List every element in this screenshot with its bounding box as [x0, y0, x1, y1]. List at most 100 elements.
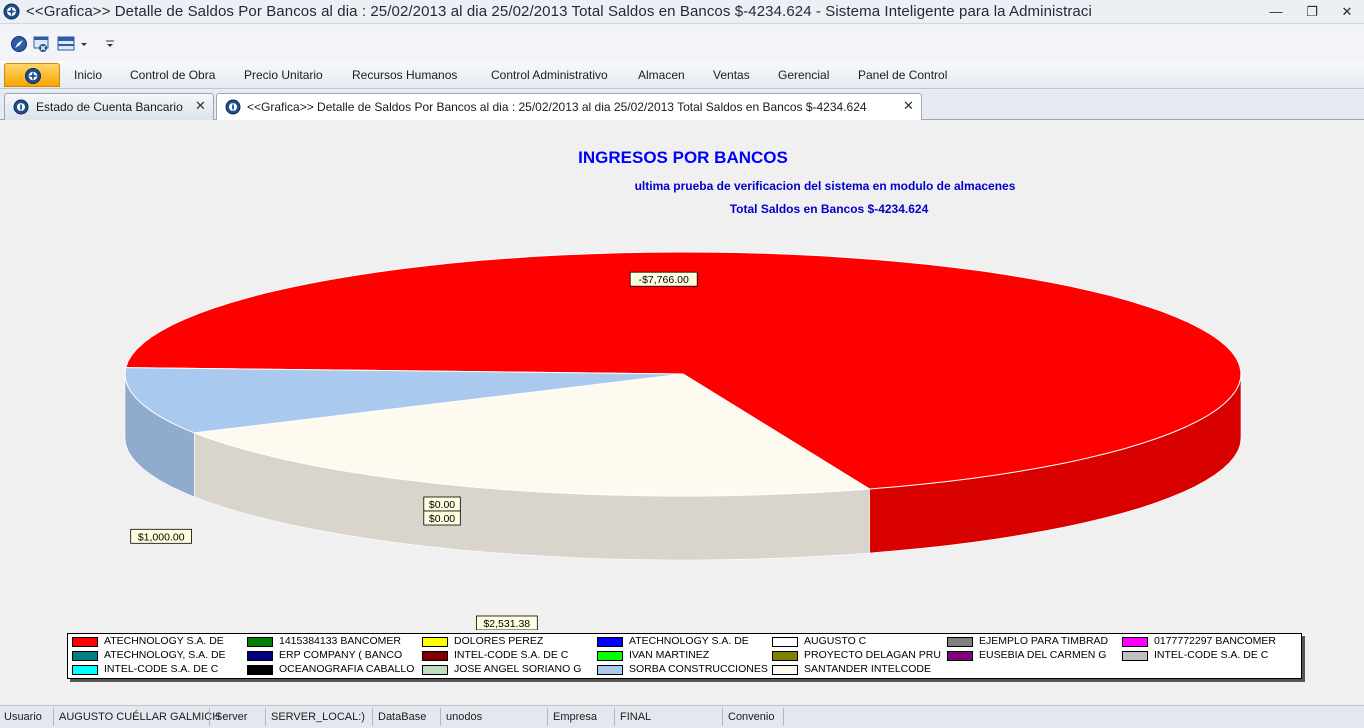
legend-swatch	[247, 637, 273, 647]
legend-label: PROYECTO DELAGAN PRU	[804, 649, 941, 661]
status-server-label: Server	[215, 711, 248, 723]
legend-swatch	[772, 651, 798, 661]
legend-label: ATECHNOLOGY S.A. DE	[629, 635, 749, 647]
window-title: <<Grafica>> Detalle de Saldos Por Bancos…	[26, 3, 1092, 20]
menu-precio-unitario[interactable]: Precio Unitario	[244, 68, 323, 82]
pie-data-label-2: $1,000.00	[138, 531, 185, 543]
menu-control-administrativo[interactable]: Control Administrativo	[491, 68, 608, 82]
tab-grafica-detalle[interactable]: <<Grafica>> Detalle de Saldos Por Bancos…	[216, 93, 922, 121]
minimize-button[interactable]: —	[1269, 4, 1283, 19]
legend-label: SORBA CONSTRUCCIONES	[629, 663, 768, 675]
legend-swatch	[72, 651, 98, 661]
legend-label: AUGUSTO C	[804, 635, 867, 647]
tab-close-icon[interactable]: ✕	[195, 98, 206, 113]
tab-app-icon	[225, 99, 241, 115]
customize-toolbar-icon[interactable]	[104, 35, 116, 53]
legend-swatch	[247, 651, 273, 661]
quick-access-toolbar	[0, 25, 1364, 61]
legend-swatch	[947, 651, 973, 661]
menu-panel-de-control[interactable]: Panel de Control	[858, 68, 948, 82]
pie-data-label-4: $0.00	[429, 513, 455, 525]
pie-data-label-box-2	[130, 528, 192, 544]
pie-data-label-3: $0.00	[429, 499, 455, 511]
chart-legend: ATECHNOLOGY S.A. DE 1415384133 BANCOMER DO…	[67, 633, 1302, 679]
close-document-icon[interactable]	[33, 35, 51, 53]
legend-label: DOLORES PEREZ	[454, 635, 544, 647]
application-menu-button[interactable]	[4, 63, 60, 87]
layout-dropdown-icon[interactable]	[57, 35, 91, 53]
status-separator	[614, 708, 615, 726]
menu-ventas[interactable]: Ventas	[713, 68, 750, 82]
legend-label: 0177772297 BANCOMER	[1154, 635, 1276, 647]
legend-swatch	[772, 637, 798, 647]
pie-slice-0	[125, 251, 1242, 490]
status-convenio-label: Convenio	[728, 711, 775, 723]
status-usuario-value: AUGUSTO CUÉLLAR GALMICH	[59, 711, 221, 723]
legend-label: ATECHNOLOGY S.A. DE	[104, 635, 224, 647]
pie-slice-1	[194, 373, 872, 497]
legend-swatch	[247, 665, 273, 675]
status-empresa-label: Empresa	[553, 711, 598, 723]
chart-panel: INGRESOS POR BANCOS ultima prueba de ver…	[0, 120, 1364, 705]
status-separator	[722, 708, 723, 726]
tab-estado-de-cuenta[interactable]: Estado de Cuenta Bancario ✕	[4, 93, 214, 120]
legend-label: OCEANOGRAFIA CABALLO	[279, 663, 415, 675]
menu-almacen[interactable]: Almacen	[638, 68, 685, 82]
menu-inicio[interactable]: Inicio	[74, 68, 103, 82]
legend-swatch	[422, 637, 448, 647]
pie-data-label-box-0	[629, 271, 698, 287]
legend-label: SANTANDER INTELCODE	[804, 663, 931, 675]
legend-swatch	[72, 637, 98, 647]
legend-swatch	[947, 637, 973, 647]
legend-label: JOSE ANGEL SORIANO G	[454, 663, 582, 675]
app-menu-icon	[25, 68, 41, 84]
status-database-value: unodos	[446, 711, 483, 723]
legend-swatch	[1122, 637, 1148, 647]
legend-label: ATECHNOLOGY, S.A. DE	[104, 649, 226, 661]
legend-swatch	[772, 665, 798, 675]
ribbon-menu: Inicio Control de Obra Precio Unitario R…	[0, 61, 1364, 89]
pie-data-label-box-1	[475, 615, 538, 630]
chart-subtitle-total: Total Saldos en Bancos $-4234.624	[730, 202, 929, 216]
navigate-icon[interactable]	[10, 35, 28, 53]
pie-chart: INGRESOS POR BANCOS ultima prueba de ver…	[124, 148, 1242, 630]
legend-swatch	[597, 637, 623, 647]
legend-label: EUSEBIA DEL CARMEN G	[979, 649, 1107, 661]
status-separator	[265, 708, 266, 726]
status-empresa-value: FINAL	[620, 711, 652, 723]
close-button[interactable]: ✕	[1341, 4, 1353, 19]
tab-app-icon	[13, 99, 29, 115]
status-database-label: DataBase	[378, 711, 427, 723]
legend-swatch	[1122, 651, 1148, 661]
pie-slice-2	[124, 367, 684, 434]
menu-recursos-humanos[interactable]: Recursos Humanos	[352, 68, 458, 82]
pie-slices	[124, 251, 1242, 561]
menu-gerencial[interactable]: Gerencial	[778, 68, 830, 82]
tab-close-icon[interactable]: ✕	[903, 98, 914, 113]
status-server-value: SERVER_LOCAL:)	[271, 711, 365, 723]
legend-label: INTEL-CODE S.A. DE C	[104, 663, 219, 675]
status-separator	[440, 708, 441, 726]
tab-label: Estado de Cuenta Bancario	[36, 100, 183, 114]
title-bar: <<Grafica>> Detalle de Saldos Por Bancos…	[0, 0, 1364, 24]
menu-control-de-obra[interactable]: Control de Obra	[130, 68, 216, 82]
pie-data-label-1: $2,531.38	[483, 618, 530, 630]
status-separator	[783, 708, 784, 726]
legend-swatch	[597, 651, 623, 661]
legend-swatch	[422, 651, 448, 661]
legend-label: ERP COMPANY ( BANCO	[279, 649, 403, 661]
status-separator	[209, 708, 210, 726]
legend-swatch	[597, 665, 623, 675]
legend-label: INTEL-CODE S.A. DE C	[1154, 649, 1269, 661]
legend-label: EJEMPLO PARA TIMBRAD	[979, 635, 1109, 647]
status-bar: Usuario AUGUSTO CUÉLLAR GALMICH Server S…	[0, 705, 1364, 728]
restore-button[interactable]: ❐	[1306, 4, 1318, 19]
pie-data-label-box-4	[423, 510, 461, 526]
status-separator	[547, 708, 548, 726]
legend-label: IVAN MARTINEZ	[629, 649, 710, 661]
chart-subtitle: ultima prueba de verificacion del sistem…	[635, 179, 1016, 193]
legend-swatch	[72, 665, 98, 675]
pie-data-label-0: -$7,766.00	[639, 274, 689, 286]
status-usuario-label: Usuario	[4, 711, 42, 723]
pie-data-labels: -$7,766.00 $2,531.38 $1,000.00 $0.00 $0.00	[130, 271, 698, 630]
